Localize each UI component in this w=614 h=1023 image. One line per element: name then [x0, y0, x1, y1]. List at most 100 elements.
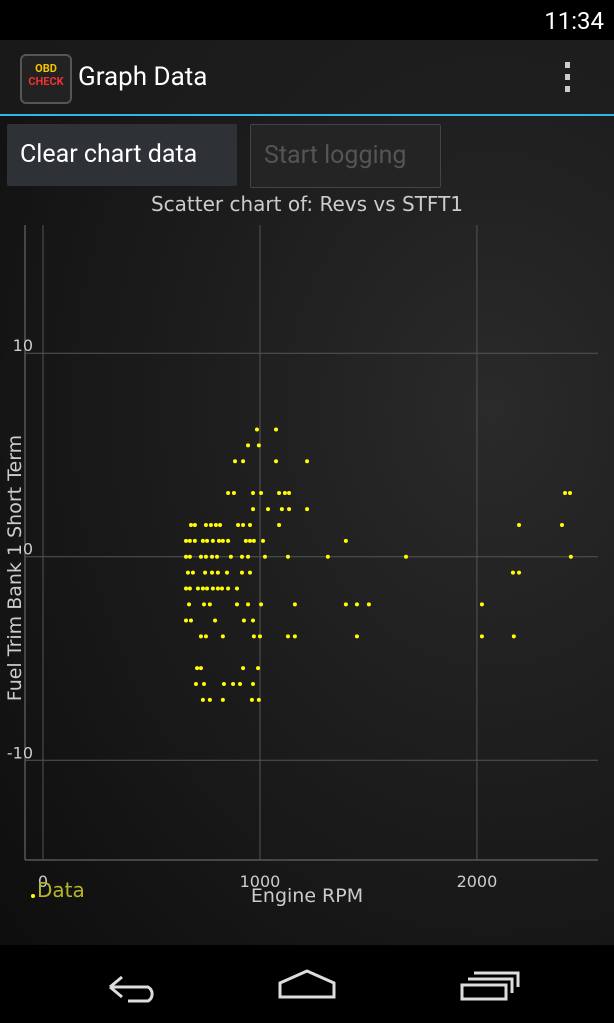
data-point — [366, 602, 371, 607]
clear-button[interactable]: Clear chart data — [7, 124, 237, 186]
data-point — [238, 681, 243, 686]
y-tick-label: 10 — [13, 336, 33, 355]
data-point — [200, 538, 205, 543]
x-tick-label: 1000 — [240, 872, 281, 891]
data-point — [185, 570, 190, 575]
data-point — [247, 522, 252, 527]
data-point — [210, 554, 215, 559]
data-point — [201, 602, 206, 607]
data-point — [282, 491, 287, 496]
data-point — [563, 491, 568, 496]
data-point — [187, 602, 192, 607]
data-point — [216, 538, 221, 543]
data-point — [251, 634, 256, 639]
data-point — [183, 586, 188, 591]
data-point — [234, 602, 239, 607]
data-point — [224, 570, 229, 575]
data-point — [251, 507, 256, 512]
data-point — [274, 459, 279, 464]
data-point — [292, 634, 297, 639]
start-logging-button[interactable]: Start logging — [250, 124, 441, 188]
overflow-menu[interactable] — [560, 60, 576, 96]
data-point — [210, 586, 215, 591]
data-point — [259, 491, 264, 496]
data-point — [183, 618, 188, 623]
data-point — [210, 538, 215, 543]
data-point — [246, 554, 251, 559]
data-point — [277, 491, 282, 496]
data-point — [343, 538, 348, 543]
data-point — [241, 618, 246, 623]
data-point — [210, 570, 215, 575]
data-point — [279, 507, 284, 512]
data-point — [203, 522, 208, 527]
data-point — [201, 681, 206, 686]
chart-title: Scatter chart of: Revs vs STFT1 — [151, 192, 463, 216]
data-point — [517, 522, 522, 527]
data-point — [200, 697, 205, 702]
data-point — [251, 538, 256, 543]
data-point — [241, 666, 246, 671]
data-point — [511, 634, 516, 639]
data-point — [213, 618, 218, 623]
data-point — [236, 522, 241, 527]
data-point — [198, 554, 203, 559]
data-point — [233, 459, 238, 464]
recents-button[interactable] — [460, 971, 520, 1001]
data-point — [517, 570, 522, 575]
clock: 11:34 — [544, 7, 604, 35]
y-axis-label: Fuel Trim Bank 1 Short Term — [4, 435, 26, 701]
data-point — [187, 538, 192, 543]
data-point — [265, 507, 270, 512]
data-point — [220, 634, 225, 639]
data-point — [215, 570, 220, 575]
data-point — [354, 602, 359, 607]
data-point — [198, 666, 203, 671]
data-point — [257, 634, 262, 639]
data-point — [354, 634, 359, 639]
y-tick-label: -10 — [7, 743, 33, 762]
data-point — [195, 666, 200, 671]
data-point — [221, 681, 226, 686]
data-point — [256, 443, 261, 448]
data-point — [187, 554, 192, 559]
data-point — [192, 538, 197, 543]
data-point — [205, 538, 210, 543]
data-point — [246, 602, 251, 607]
icon-label: CHECK — [28, 75, 64, 88]
action-bar: OBD CHECK Graph Data — [0, 40, 614, 116]
data-point — [190, 570, 195, 575]
chart: Scatter chart of: Revs vs STFT1 Engine R… — [4, 192, 598, 907]
status-bar: 11:34 — [0, 0, 614, 40]
data-point — [479, 602, 484, 607]
data-point — [220, 586, 225, 591]
data-point — [208, 522, 213, 527]
data-point — [220, 697, 225, 702]
data-point — [203, 634, 208, 639]
home-button[interactable] — [278, 969, 336, 999]
data-point — [479, 634, 484, 639]
data-point — [510, 570, 515, 575]
data-point — [231, 491, 236, 496]
legend-marker — [31, 894, 35, 898]
data-point — [215, 554, 220, 559]
icon-label: OBD — [35, 62, 57, 75]
data-point — [287, 507, 292, 512]
y-tick-label: 0 — [23, 540, 33, 559]
data-point — [183, 554, 188, 559]
data-point — [241, 522, 246, 527]
data-point — [207, 602, 212, 607]
data-point — [285, 634, 290, 639]
data-point — [203, 570, 208, 575]
data-point — [568, 554, 573, 559]
data-point — [192, 522, 197, 527]
data-point — [256, 697, 261, 702]
data-point — [247, 570, 252, 575]
data-point — [261, 538, 266, 543]
data-point — [213, 522, 218, 527]
data-point — [187, 586, 192, 591]
back-button[interactable] — [109, 975, 154, 1003]
data-point — [183, 538, 188, 543]
data-point — [218, 522, 223, 527]
